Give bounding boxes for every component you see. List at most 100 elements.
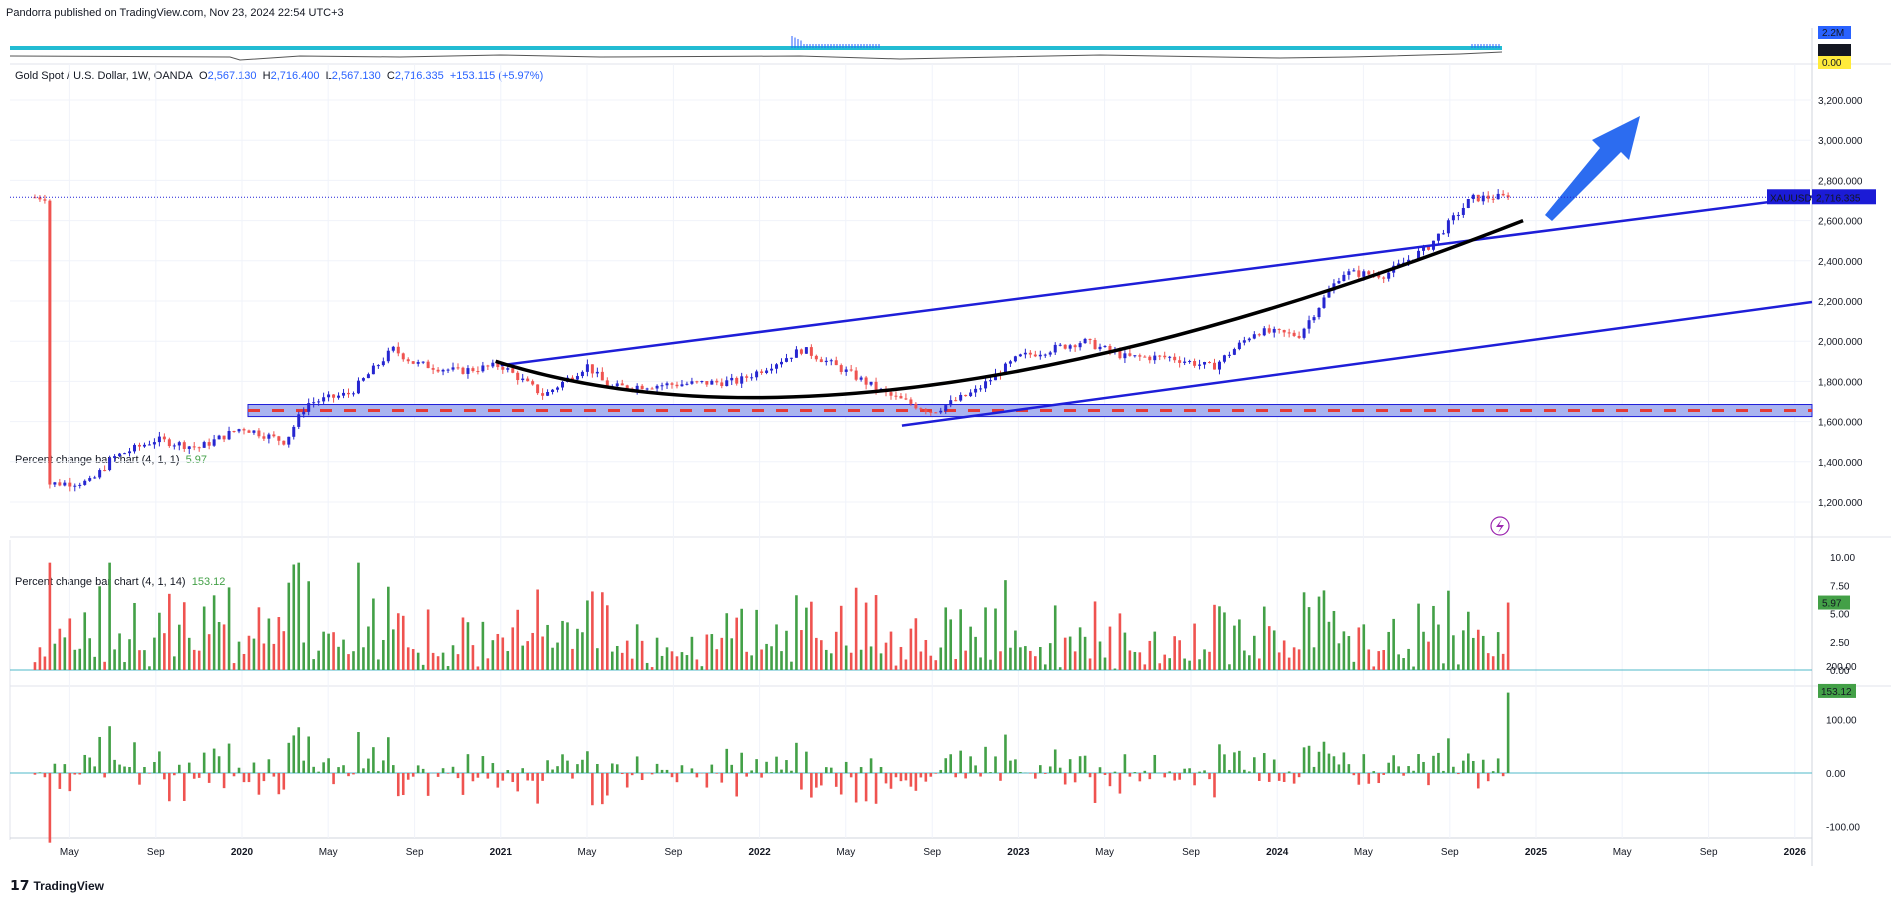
candle-body — [979, 388, 983, 390]
pane3-bar — [1277, 773, 1281, 781]
candle-body — [1387, 272, 1391, 279]
pane3-bar — [168, 773, 171, 802]
candle-body — [1501, 193, 1505, 196]
candle-body — [1008, 361, 1012, 364]
pane2-bar — [999, 651, 1002, 670]
candle-body — [182, 442, 186, 449]
candle-body — [342, 392, 346, 396]
pane3-bar — [377, 771, 380, 773]
pane2-bar — [406, 647, 410, 670]
pane3-bar — [516, 773, 520, 792]
footer-brand[interactable]: 𝟭𝟳 TradingView — [10, 877, 104, 894]
candle-body — [1451, 215, 1455, 221]
candle-body — [949, 400, 953, 406]
pane2-bar — [53, 643, 57, 670]
pane3-bar — [1317, 751, 1321, 773]
pane3-bar — [173, 773, 176, 776]
candle-body — [765, 370, 769, 373]
candle-body — [919, 408, 923, 410]
candle-body — [1486, 195, 1490, 199]
pane2-bar — [1471, 637, 1475, 670]
pane2-bar — [939, 647, 943, 670]
pane2-bar — [1043, 664, 1047, 670]
time-tick-label: 2023 — [1007, 847, 1030, 858]
candle-body — [1018, 354, 1022, 357]
pane3-bar — [1432, 755, 1435, 773]
candle-body — [366, 374, 370, 379]
pane3-bar — [1496, 758, 1500, 773]
pane3-bar — [312, 766, 315, 773]
pane3-bar — [1486, 773, 1490, 782]
candle-body — [1272, 328, 1276, 333]
pane2-bar — [143, 650, 146, 670]
pane2-bar — [576, 628, 579, 670]
candle-body — [147, 444, 151, 446]
candle-body — [38, 197, 42, 200]
pane3-bar — [760, 773, 763, 778]
price-tag-symbol: XAUUSD — [1770, 193, 1812, 204]
pane2-bar — [780, 651, 783, 670]
pane3-bar — [874, 773, 878, 804]
candle-body — [446, 369, 450, 371]
candle-body — [894, 395, 898, 397]
candle-body — [391, 346, 395, 351]
candle-body — [466, 368, 470, 374]
pane2-bar — [1382, 650, 1386, 670]
pane2-bar — [282, 631, 286, 670]
pane3-bar — [367, 758, 370, 773]
candle-body — [1058, 344, 1062, 346]
candle-body — [770, 368, 774, 371]
pane3-bar — [899, 773, 903, 782]
candle-body — [1471, 194, 1475, 200]
pane3-bar — [586, 751, 589, 773]
pane3-bar — [252, 762, 256, 773]
candle-body — [1208, 362, 1212, 364]
pane2-bar — [844, 645, 848, 670]
pane2-bar — [416, 652, 420, 670]
indicator-badge-bg — [1818, 44, 1851, 57]
pane3-tick-label: 0.00 — [1826, 769, 1846, 780]
pane2-bar — [287, 582, 291, 670]
pane2-bar — [1048, 643, 1052, 670]
pane3-bar — [83, 754, 87, 773]
candle-body — [1347, 271, 1351, 275]
pane2-bar — [1088, 658, 1092, 670]
candle-body — [944, 405, 948, 411]
pane3-bar — [740, 752, 743, 773]
candle-body — [436, 369, 440, 372]
pane2-bar — [591, 591, 594, 670]
candle-body — [506, 368, 510, 370]
pane2-bar — [685, 655, 689, 670]
candle-body — [227, 431, 231, 440]
pane3-bar — [48, 773, 52, 843]
price-tick-label: 1,600.000 — [1818, 418, 1863, 429]
pane2-bar — [929, 655, 933, 670]
candle-body — [207, 442, 211, 446]
pane2-bar — [581, 632, 584, 670]
candle-body — [1203, 362, 1207, 365]
time-tick-label: 2025 — [1525, 847, 1548, 858]
pane3-bar — [108, 726, 111, 773]
candle-body — [332, 394, 336, 398]
candle-body — [1307, 320, 1311, 329]
candle-body — [969, 392, 973, 397]
pane2-bar — [232, 663, 236, 670]
pane2-bar — [1113, 668, 1117, 670]
time-tick-label: Sep — [1182, 847, 1200, 858]
candle-body — [1098, 346, 1102, 350]
candle-body — [561, 381, 565, 388]
pane2-bar — [277, 617, 281, 670]
candle-body — [356, 380, 360, 394]
price-tick-label: 2,400.000 — [1818, 257, 1863, 268]
pane2-bar — [1173, 636, 1176, 670]
candle-body — [461, 367, 465, 374]
pane3-bar — [113, 759, 116, 773]
candle-body — [1357, 270, 1361, 277]
candle-body — [779, 361, 783, 365]
pane3-bar — [815, 773, 818, 788]
candle-body — [784, 358, 788, 362]
candle-body — [1491, 198, 1495, 200]
pane2-bar — [1029, 650, 1032, 670]
candle-body — [521, 378, 525, 381]
